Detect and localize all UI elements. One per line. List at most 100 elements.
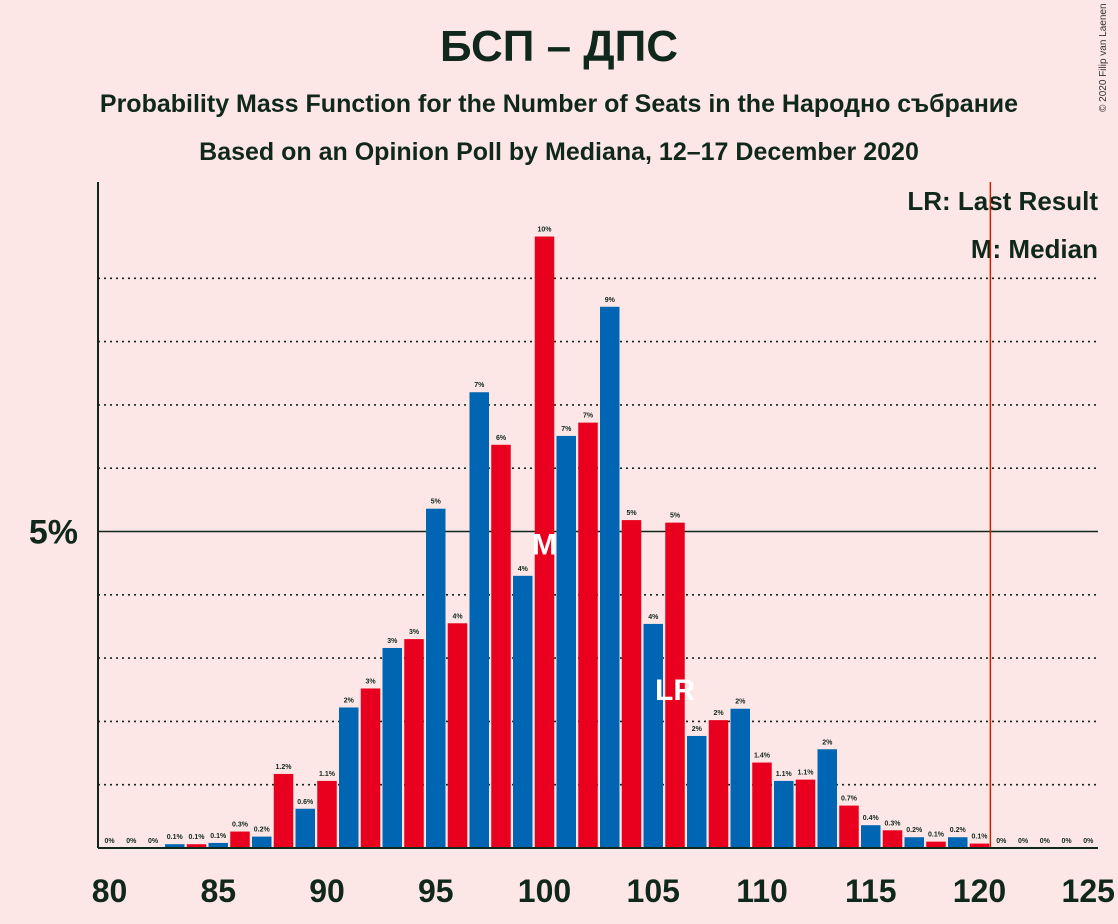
x-tick-label: 115 — [845, 873, 897, 909]
bar-value-label: 0.2% — [254, 827, 271, 834]
bar-value-label: 3% — [409, 629, 420, 636]
bar-value-label: 0.3% — [232, 822, 249, 829]
bar-value-label: 2% — [344, 697, 355, 704]
bar-value-label: 0.7% — [841, 796, 858, 803]
bar-seat-85 — [208, 842, 228, 848]
bar-value-label: 2% — [713, 710, 724, 717]
bar-seat-92 — [360, 688, 381, 848]
bar-seat-117 — [904, 837, 924, 848]
bar-value-label: 1.1% — [776, 771, 793, 778]
bar-seat-87 — [252, 836, 272, 848]
bar-value-label: 5% — [670, 513, 681, 520]
bar-value-label: 2% — [692, 726, 703, 733]
x-tick-label: 90 — [309, 873, 345, 909]
bar-seat-96 — [447, 623, 468, 848]
bar-seat-119 — [948, 837, 968, 848]
bar-seat-113 — [817, 749, 837, 848]
x-tick-label: 110 — [736, 873, 788, 909]
bar-value-label: 5% — [626, 510, 637, 517]
bar-seat-120 — [969, 843, 990, 848]
bar-value-label: 7% — [583, 413, 594, 420]
bar-seat-110 — [752, 762, 772, 848]
bar-value-label: 0.3% — [885, 820, 902, 827]
bar-seat-115 — [861, 825, 881, 848]
bar-value-label: 0.6% — [297, 799, 314, 806]
bar-seat-98 — [491, 444, 511, 848]
bar-value-label: 9% — [605, 297, 616, 304]
bar-seat-107 — [687, 735, 707, 848]
bar-seat-108 — [708, 720, 729, 848]
bar-value-label: 0% — [148, 838, 159, 845]
bar-seat-88 — [273, 773, 294, 848]
bar-seat-83 — [165, 844, 185, 848]
bar-value-label: 0.1% — [189, 834, 206, 841]
bar-value-label: 7% — [561, 426, 572, 433]
x-tick-label: 85 — [200, 873, 236, 909]
bar-value-label: 0.1% — [210, 833, 227, 840]
x-tick-label: 120 — [953, 873, 1006, 909]
legend-last-result: LR: Last Result — [907, 186, 1098, 216]
bar-value-label: 0% — [104, 838, 115, 845]
bar-seat-95 — [426, 508, 446, 848]
bar-value-label: 2% — [822, 739, 833, 746]
bar-seat-106 — [665, 522, 685, 848]
legend-median: M: Median — [970, 234, 1098, 264]
bar-value-label: 0% — [996, 838, 1007, 845]
bar-seat-118 — [926, 841, 946, 848]
bar-value-label: 1.1% — [319, 771, 336, 778]
bar-seat-111 — [774, 780, 794, 848]
last-result-marker: LR — [655, 674, 695, 707]
bar-value-label: 0.1% — [972, 834, 989, 841]
bar-seat-90 — [317, 780, 337, 848]
bar-value-label: 6% — [496, 435, 507, 442]
bar-seat-112 — [795, 779, 816, 848]
bar-seat-114 — [839, 805, 859, 848]
bar-value-label: 1.1% — [798, 770, 815, 777]
bar-value-label: 0.4% — [863, 815, 880, 822]
x-tick-label: 95 — [418, 873, 454, 909]
bar-seat-101 — [556, 435, 576, 848]
bar-value-label: 0.2% — [950, 827, 967, 834]
bar-value-label: 3% — [387, 638, 398, 645]
x-tick-label: 80 — [92, 873, 128, 909]
bar-value-label: 5% — [431, 499, 442, 506]
bar-seat-99 — [513, 575, 533, 848]
bar-seat-100 — [534, 236, 555, 849]
bar-value-label: 0.1% — [167, 834, 184, 841]
bar-value-label: 3% — [365, 678, 376, 685]
bar-value-label: 0% — [1061, 838, 1072, 845]
chart-subtitle: Probability Mass Function for the Number… — [99, 90, 1019, 118]
x-tick-label: 100 — [518, 873, 571, 909]
bar-value-label: 1.2% — [276, 764, 293, 771]
bar-value-label: 0.2% — [906, 827, 923, 834]
bar-seat-104 — [621, 520, 642, 848]
bar-value-label: 0% — [1018, 838, 1029, 845]
bar-seat-91 — [339, 707, 359, 848]
bar-seat-97 — [469, 392, 489, 848]
bar-value-label: 4% — [518, 566, 529, 573]
bar-seat-86 — [230, 831, 250, 848]
bar-value-label: 4% — [452, 613, 463, 620]
bar-seat-103 — [600, 306, 620, 848]
bar-value-label: 0% — [1083, 838, 1094, 845]
bar-value-label: 7% — [474, 382, 485, 389]
bar-seat-93 — [382, 647, 402, 848]
bar-value-label: 10% — [537, 227, 552, 234]
bar-seat-89 — [295, 808, 315, 848]
median-marker: M — [532, 529, 557, 562]
bar-seat-94 — [404, 639, 424, 848]
chart-source: Based on an Opinion Poll by Mediana, 12–… — [199, 138, 919, 166]
bar-value-label: 0.1% — [928, 832, 945, 839]
chart-title: БСП – ДПС — [439, 22, 679, 71]
y-tick-label: 5% — [29, 514, 78, 552]
bar-value-label: 0% — [1040, 838, 1051, 845]
x-tick-label: 105 — [627, 873, 680, 909]
bar-seat-84 — [186, 844, 207, 848]
x-tick-label: 125 — [1062, 873, 1115, 909]
bar-value-label: 2% — [735, 699, 746, 706]
bar-value-label: 4% — [648, 614, 659, 621]
bar-seat-109 — [730, 708, 750, 848]
bar-value-label: 1.4% — [754, 753, 771, 760]
bar-seat-116 — [882, 830, 903, 848]
